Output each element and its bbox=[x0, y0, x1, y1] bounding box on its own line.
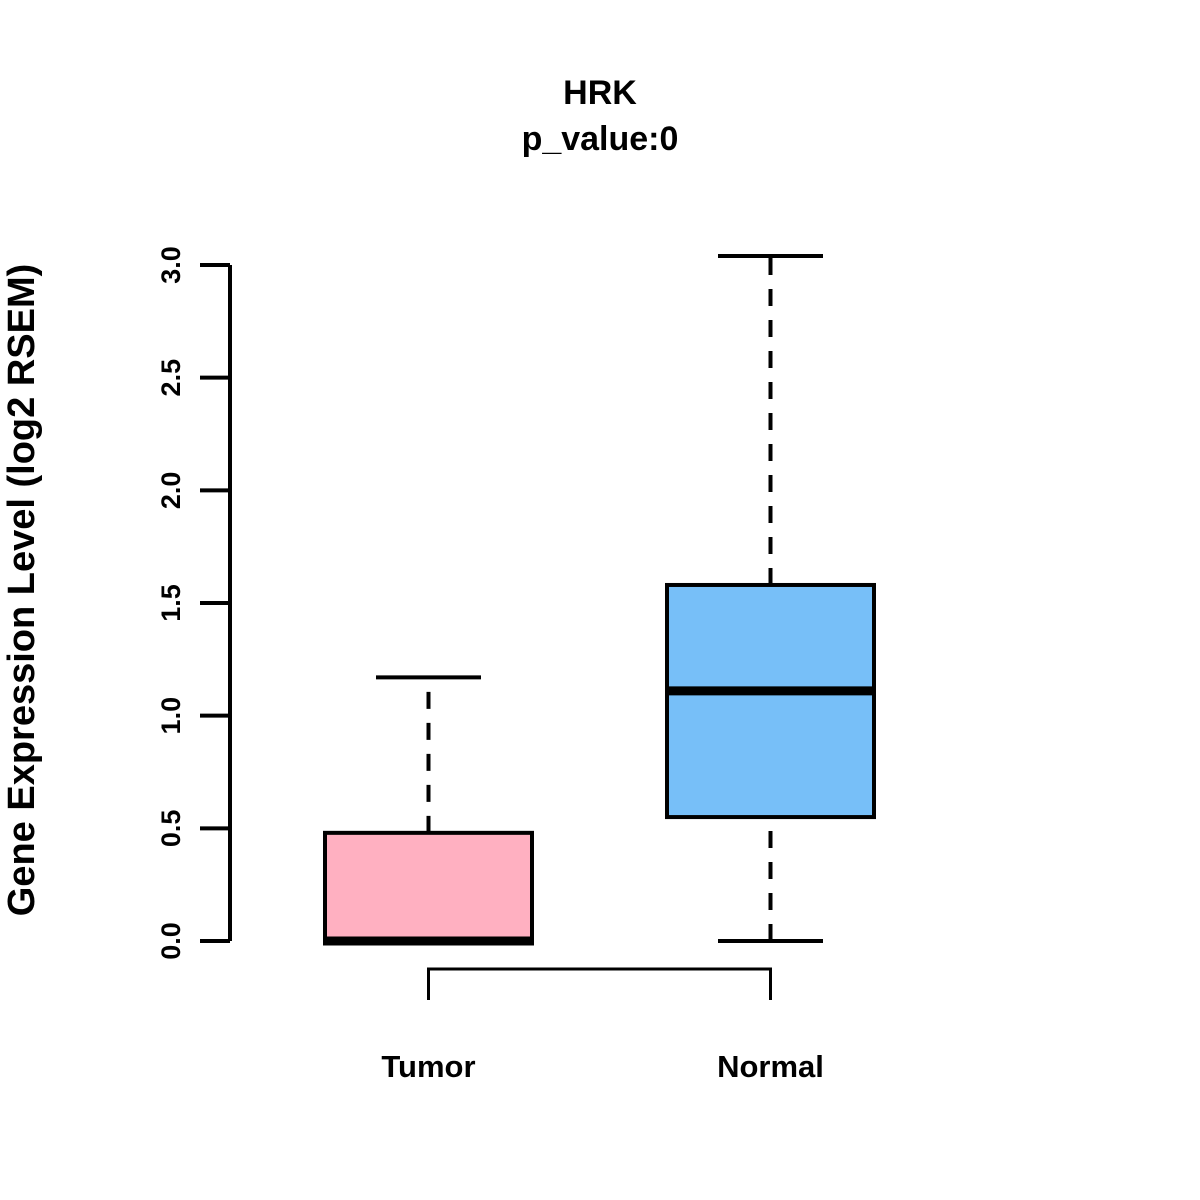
comparison-bracket bbox=[427, 967, 772, 1000]
normal-box bbox=[665, 582, 876, 820]
y-tick-label-2.0: 2.0 bbox=[156, 472, 186, 510]
chart-subtitle: p_value:0 bbox=[522, 120, 679, 158]
chart-title: HRK bbox=[563, 74, 637, 112]
tumor-box bbox=[323, 830, 534, 943]
y-tick-label-1.0: 1.0 bbox=[156, 697, 186, 735]
y-axis-label: Gene Expression Level (log2 RSEM) bbox=[1, 264, 43, 917]
y-tick-label-0.5: 0.5 bbox=[156, 810, 186, 848]
y-tick-label-0.0: 0.0 bbox=[156, 922, 186, 960]
x-category-label-tumor: Tumor bbox=[381, 1049, 475, 1084]
y-tick-label-2.5: 2.5 bbox=[156, 359, 186, 397]
plot-area: 0.0 0.5 1.0 1.5 2.0 2.5 3.0 Tumor Normal bbox=[156, 246, 876, 1084]
y-tick-label-1.5: 1.5 bbox=[156, 584, 186, 622]
x-category-label-normal: Normal bbox=[717, 1049, 824, 1084]
y-tick-label-3.0: 3.0 bbox=[156, 246, 186, 284]
